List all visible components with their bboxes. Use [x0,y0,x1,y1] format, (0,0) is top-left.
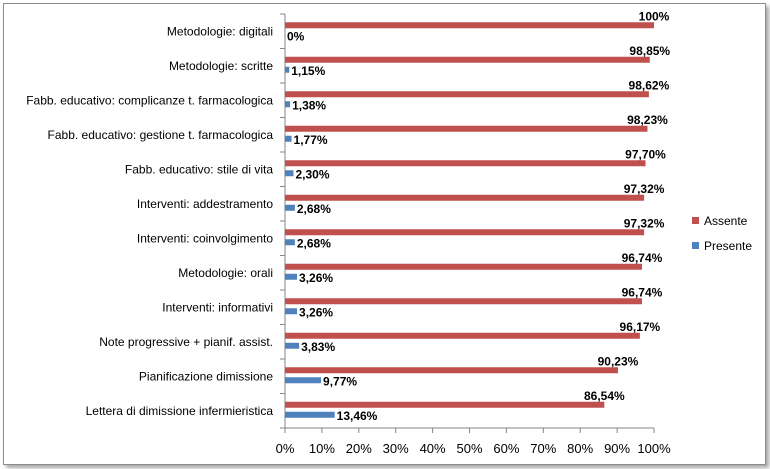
data-label-assente: 96,74% [622,285,663,299]
bar-assente [285,56,650,63]
chart-labels: Metodologie: digitali 100% 0% Metodologie: … [26,9,670,423]
data-label-presente: 13,46% [337,409,378,423]
data-label-assente: 97,70% [625,147,666,161]
legend-item-presente-swatch [692,242,699,249]
x-tick-label: 90% [604,441,630,456]
data-label-assente: 97,32% [624,216,665,230]
data-label-assente: 98,85% [629,44,670,58]
data-label-assente: 98,23% [627,113,668,127]
bar-presente [285,204,295,211]
category-label: Lettera di dimissione infermieristica [86,404,274,418]
data-label-assente: 96,74% [622,251,663,265]
x-tick-label: 40% [420,441,446,456]
category-label: Note progressive + pianif. assist. [99,335,273,349]
x-tick-label: 20% [346,441,372,456]
category-label: Fabb. educativo: complicanze t. farmacol… [26,93,273,107]
bar-assente [285,367,618,374]
data-label-assente: 86,54% [584,389,625,403]
bar-presente [285,273,298,280]
x-tick-label: 70% [530,441,556,456]
bar-assente [285,125,648,132]
bar-assente [285,298,642,305]
legend-item-assente-swatch [692,217,699,224]
x-tick-label: 100% [637,441,671,456]
data-label-presente: 2,68% [297,202,331,216]
bar-assente [285,91,649,98]
data-label-assente: 96,17% [620,320,661,334]
category-label: Metodologie: digitali [167,24,273,38]
bar-assente [285,194,645,201]
bar-presente [285,239,295,246]
data-label-assente: 97,32% [624,182,665,196]
data-label-assente: 90,23% [598,354,639,368]
category-label: Fabb. educativo: stile di vita [125,162,273,176]
bar-assente [285,229,645,236]
data-label-presente: 1,38% [292,98,326,112]
category-label: Interventi: coinvolgimento [137,231,273,245]
category-label: Interventi: addestramento [137,197,273,211]
bar-assente [285,263,642,270]
category-label: Interventi: informativi [162,300,273,314]
x-tick-label: 10% [309,441,335,456]
bar-presente [285,342,300,349]
x-tick-label: 30% [383,441,409,456]
x-tick-label: 50% [456,441,482,456]
bar-presente [285,411,335,418]
x-tick-label: 80% [567,441,593,456]
data-label-presente: 1,77% [294,133,328,147]
bar-assente [285,401,605,408]
data-label-presente: 3,83% [301,340,335,354]
chart-bars [285,22,654,418]
bar-assente [285,22,654,29]
bar-assente [285,332,640,339]
category-label: Fabb. educativo: gestione t. farmacologi… [48,128,274,142]
category-label: Pianificazione dimissione [139,369,273,383]
bar-presente [285,101,291,108]
category-label: Metodologie: orali [178,266,273,280]
bar-presente [285,170,294,177]
bar-presente [285,66,290,73]
legend-item-assente-label: Assente [704,214,748,228]
data-label-assente: 100% [639,9,670,23]
data-label-presente: 0% [287,29,305,43]
chart-legend: Assente Presente [692,214,752,253]
data-label-presente: 2,68% [297,236,331,250]
legend-item-presente-label: Presente [704,239,752,253]
data-label-assente: 98,62% [629,78,670,92]
data-label-presente: 3,26% [299,305,333,319]
x-tick-label: 0% [276,441,295,456]
bar-assente [285,160,646,167]
data-label-presente: 3,26% [299,271,333,285]
category-label: Metodologie: scritte [169,59,273,73]
data-label-presente: 9,77% [323,374,357,388]
bar-presente [285,135,292,142]
bar-presente [285,377,322,384]
data-label-presente: 1,15% [291,64,325,78]
x-tick-label: 60% [493,441,519,456]
chart-axes: 0% 10% 20% 30% 40% 50% 60% 70% 80% 90% 100% [276,13,671,456]
bar-presente [285,308,298,315]
data-label-presente: 2,30% [295,167,329,181]
